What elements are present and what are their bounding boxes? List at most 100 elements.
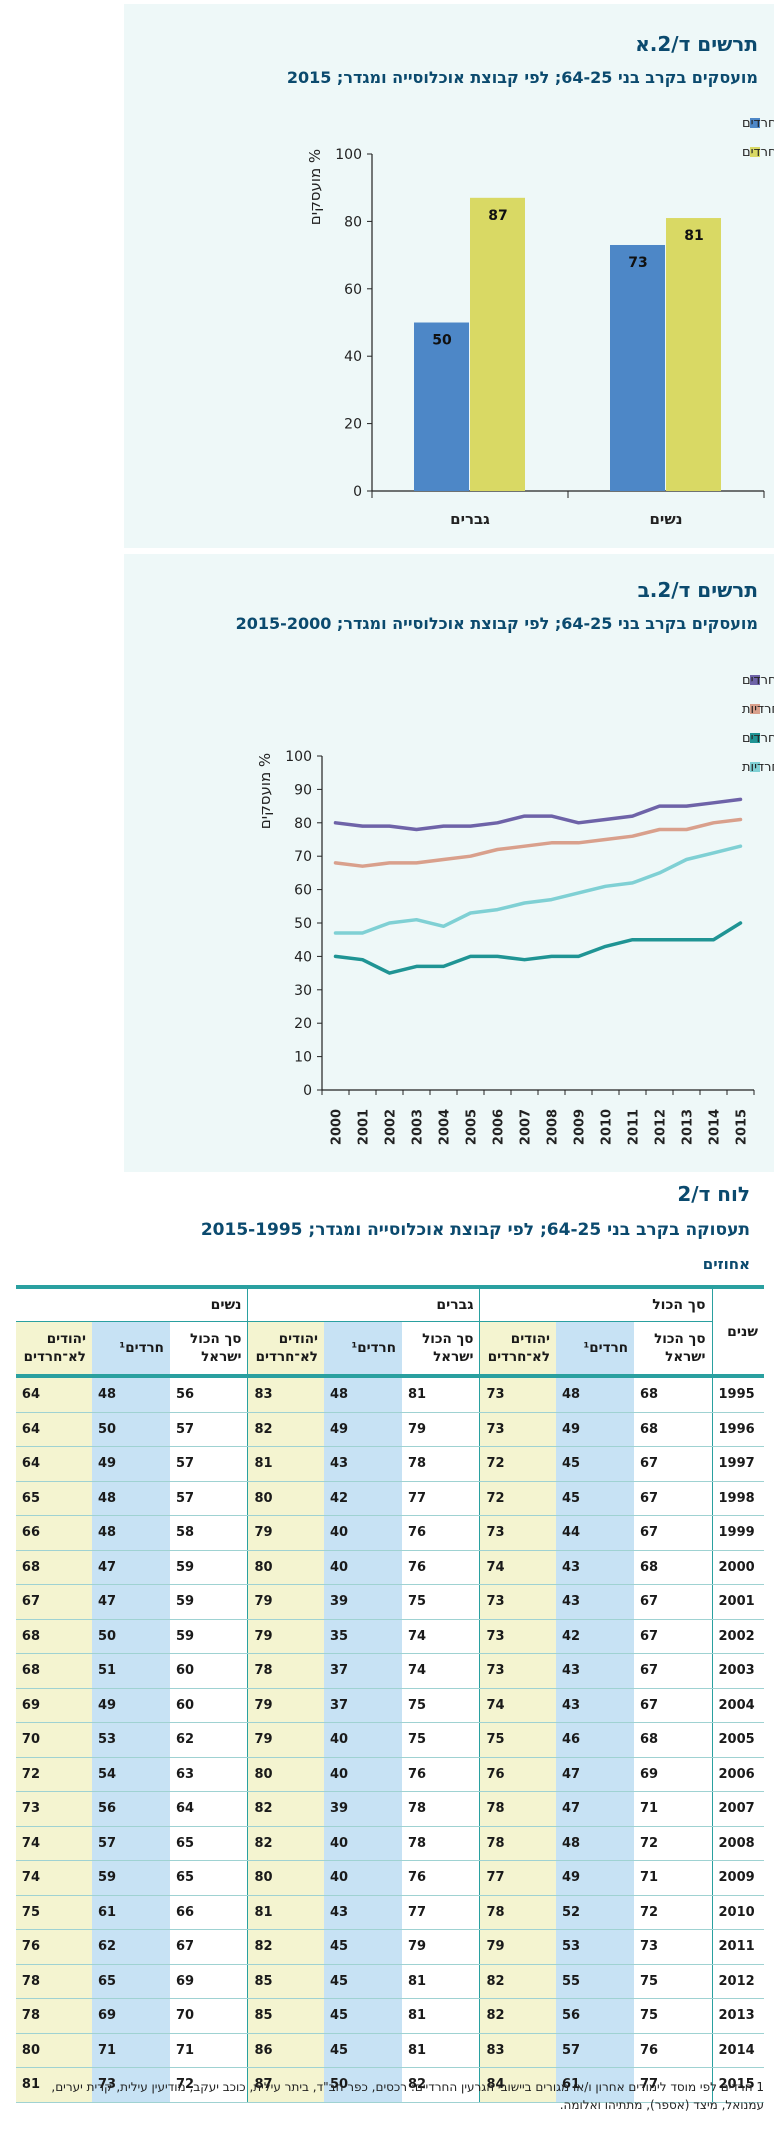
y-tick-label: 100 [335,147,362,163]
y-tick-label: 30 [294,983,312,999]
chart-title: מועסקים בקרב בני 64-25; לפי קבוצת אוכלוס… [286,68,758,87]
line-chart: 0 10 20 30 40 50 60 70 80 90 100 2000 2001 2002 2003 20… [256,673,774,1145]
value-cell: 57 [169,1481,248,1516]
y-axis-label: % מועסקים [256,753,274,829]
value-cell: 77 [479,1860,556,1896]
subheader-non-haredi: יהודים לא־חרדים [15,1321,92,1378]
y-tick-label: 0 [303,1083,312,1099]
table-row: 1996 68 49 73 79 49 82 57 50 64 [15,1412,764,1447]
value-cell: 75 [401,1722,480,1758]
value-cell: 39 [323,1584,402,1620]
y-tick-label: 20 [294,1016,312,1032]
value-cell: 67 [634,1688,712,1723]
y-tick-label: 40 [294,949,312,965]
value-cell: 73 [479,1376,556,1413]
table-row: 2006 69 47 76 76 40 80 63 54 72 [15,1757,764,1792]
value-cell: 64 [15,1412,92,1447]
legend-label: גברים יהודים לא־חרדים [742,673,774,688]
table-row: 2012 75 55 82 81 45 85 69 65 78 [15,1964,764,1999]
value-cell: 42 [323,1481,402,1516]
year-cell: 2003 [711,1653,764,1689]
category-label: נשים [649,510,682,528]
bar [470,197,525,491]
value-cell: 78 [247,1653,324,1689]
value-cell: 67 [15,1584,92,1620]
group-header-women: נשים [15,1285,248,1322]
table-row: 2011 73 53 79 79 45 82 67 62 76 [15,1929,764,1965]
value-cell: 47 [556,1757,634,1792]
value-cell: 73 [479,1653,556,1689]
value-cell: 75 [401,1688,480,1723]
value-cell: 72 [634,1895,712,1930]
x-tick-label: 2010 [600,1109,615,1145]
x-tick-label: 2001 [357,1109,372,1145]
value-cell: 80 [15,2033,92,2068]
value-cell: 47 [91,1584,170,1620]
value-cell: 77 [401,1895,480,1930]
value-cell: 46 [556,1722,634,1758]
value-cell: 81 [401,1376,480,1413]
year-cell: 2008 [711,1826,764,1861]
table-row: 2004 67 43 74 75 37 79 60 49 69 [15,1688,764,1723]
value-cell: 66 [169,1895,248,1930]
value-cell: 67 [169,1929,248,1965]
subheader-non-haredi: יהודים לא־חרדים [247,1321,324,1378]
value-cell: 48 [556,1826,634,1861]
value-cell: 81 [401,1964,480,1999]
value-cell: 78 [401,1446,480,1482]
value-cell: 48 [323,1376,402,1413]
subheader-non-haredi: יהודים לא־חרדים [479,1321,556,1378]
value-cell: 49 [91,1446,170,1482]
value-cell: 50 [91,1412,170,1447]
year-cell: 2001 [711,1584,764,1620]
value-cell: 82 [247,1791,324,1827]
legend-swatch [750,147,760,157]
legend-swatch [750,733,760,743]
value-cell: 80 [247,1481,324,1516]
value-cell: 73 [479,1515,556,1551]
value-cell: 61 [556,2067,634,2103]
x-tick-label: 2000 [330,1109,345,1145]
subheader-haredim: חרדים¹ [556,1321,634,1378]
value-cell: 37 [323,1653,402,1689]
year-cell: 2014 [711,2033,764,2068]
y-tick-label: 90 [294,782,312,798]
series-line [333,844,743,935]
value-cell: 75 [634,1998,712,2034]
value-cell: 68 [15,1653,92,1689]
data-label: 50 [432,333,452,349]
value-cell: 40 [323,1722,402,1758]
value-cell: 79 [247,1722,324,1758]
value-cell: 76 [401,1860,480,1896]
value-cell: 73 [479,1584,556,1620]
value-cell: 53 [91,1722,170,1758]
value-cell: 77 [401,1481,480,1516]
value-cell: 67 [634,1584,712,1620]
value-cell: 74 [479,1688,556,1723]
value-cell: 69 [91,1998,170,2034]
value-cell: 68 [634,1412,712,1447]
year-cell: 1998 [711,1481,764,1516]
value-cell: 35 [323,1619,402,1654]
table-row: 1999 67 44 73 76 40 79 58 48 66 [15,1515,764,1551]
series-line [333,817,743,868]
value-cell: 56 [91,1791,170,1827]
table-row: 2009 71 49 77 76 40 80 65 59 74 [15,1860,764,1896]
value-cell: 53 [556,1929,634,1965]
value-cell: 78 [15,1964,92,1999]
value-cell: 74 [15,1860,92,1896]
value-cell: 56 [556,1998,634,2034]
value-cell: 47 [556,1791,634,1827]
value-cell: 39 [323,1791,402,1827]
table-row: 2014 76 57 83 81 45 86 71 71 80 [15,2033,764,2068]
chart-title: מועסקים בקרב בני 64-25; לפי קבוצת אוכלוס… [235,614,758,633]
value-cell: 40 [323,1550,402,1585]
value-cell: 49 [91,1688,170,1723]
year-cell: 1996 [711,1412,764,1447]
legend-label: נשים יהודיות לא־חרדיות [742,702,774,717]
year-cell: 2000 [711,1550,764,1585]
bar [610,244,665,491]
value-cell: 75 [479,1722,556,1758]
value-cell: 64 [169,1791,248,1827]
value-cell: 81 [15,2067,92,2103]
